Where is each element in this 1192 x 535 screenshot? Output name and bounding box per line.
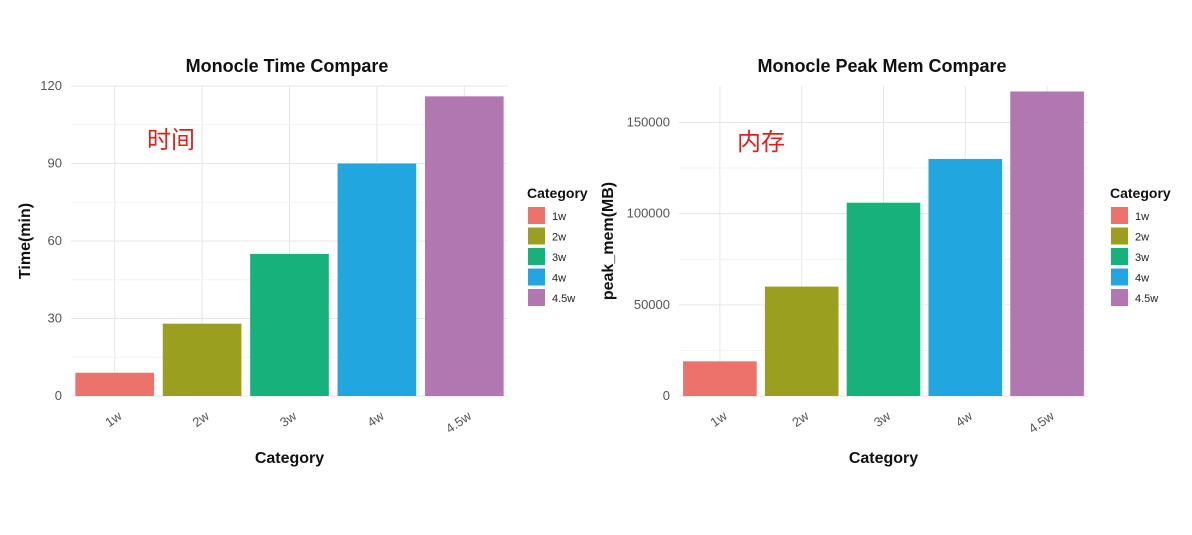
chart2-y-tick-label: 50000	[634, 297, 670, 312]
chart2-legend-swatch	[1111, 268, 1128, 286]
chart2-legend-swatch	[1111, 227, 1128, 245]
chart1-x-tick-label: 3w	[277, 408, 300, 430]
chart2-bar-1w	[683, 361, 757, 396]
chart2-y-axis-title: peak_mem(MB)	[600, 182, 617, 300]
chart1-y-axis-title: Time(min)	[17, 203, 34, 279]
chart1-x-tick-label: 1w	[102, 408, 125, 430]
chart1-x-tick-label: 2w	[190, 408, 213, 430]
chart1-y-tick-label: 90	[48, 156, 62, 171]
chart1-legend-label: 4.5w	[552, 293, 575, 305]
chart1-bar-1w	[75, 372, 155, 396]
chart1-legend-label: 2w	[552, 232, 566, 244]
chart2-bar-2w	[764, 286, 839, 396]
chart2-y-tick-label: 100000	[627, 206, 670, 221]
chart1-x-tick-label: 4w	[364, 408, 387, 430]
chart1-y-tick-label: 120	[40, 78, 62, 93]
chart2-legend-label: 2w	[1135, 232, 1149, 244]
chart2-legend-label: 3w	[1135, 252, 1149, 264]
chart1-title: Monocle Time Compare	[186, 56, 389, 76]
chart1-legend-label: 3w	[552, 252, 566, 264]
chart2-legend-label: 1w	[1135, 211, 1149, 223]
chart2-legend-swatch	[1111, 248, 1128, 265]
chart2-legend-swatch	[1111, 207, 1128, 224]
chart2-legend-swatch	[1111, 289, 1128, 306]
chart1-bar-4-5w	[424, 96, 504, 396]
chart1-y-tick-label: 0	[55, 388, 62, 403]
chart1-legend-label: 4w	[552, 273, 566, 285]
chart2-y-tick-label: 150000	[627, 114, 670, 129]
chart1-legend-title: Category	[527, 185, 588, 201]
chart1-legend-swatch	[528, 268, 545, 286]
chart1-bar-4w	[337, 163, 417, 396]
chart2-annotation: 内存	[737, 128, 785, 156]
chart1-x-tick-label: 4.5w	[443, 408, 475, 436]
chart1-legend-swatch	[528, 248, 545, 265]
chart1-legend-swatch	[528, 207, 545, 224]
chart2-x-tick-label: 4w	[953, 408, 976, 430]
chart2-x-tick-label: 4.5w	[1026, 408, 1058, 436]
chart1-bar-2w	[162, 323, 242, 396]
chart2-x-tick-label: 3w	[871, 408, 894, 430]
chart2-title: Monocle Peak Mem Compare	[757, 56, 1006, 76]
chart2-bar-4-5w	[1010, 91, 1084, 397]
chart1-legend-swatch	[528, 227, 545, 245]
chart1-y-tick-label: 60	[48, 233, 62, 248]
chart2-bar-4w	[928, 158, 1003, 396]
chart2-legend-title: Category	[1110, 185, 1171, 201]
chart2-y-tick-label: 0	[663, 388, 670, 403]
chart2-x-tick-label: 2w	[789, 408, 812, 430]
chart1-legend-label: 1w	[552, 211, 566, 223]
chart1-bar-3w	[250, 253, 329, 396]
chart1-annotation: 时间	[147, 126, 195, 154]
chart2-legend-label: 4w	[1135, 273, 1149, 285]
chart1-y-tick-label: 30	[48, 311, 62, 326]
chart2-x-axis-title: Category	[849, 450, 918, 467]
chart1-legend-swatch	[528, 289, 545, 306]
chart2-bar-3w	[846, 202, 921, 396]
chart2-x-tick-label: 1w	[707, 408, 730, 430]
chart1-x-axis-title: Category	[255, 450, 324, 467]
chart2-legend-label: 4.5w	[1135, 293, 1158, 305]
